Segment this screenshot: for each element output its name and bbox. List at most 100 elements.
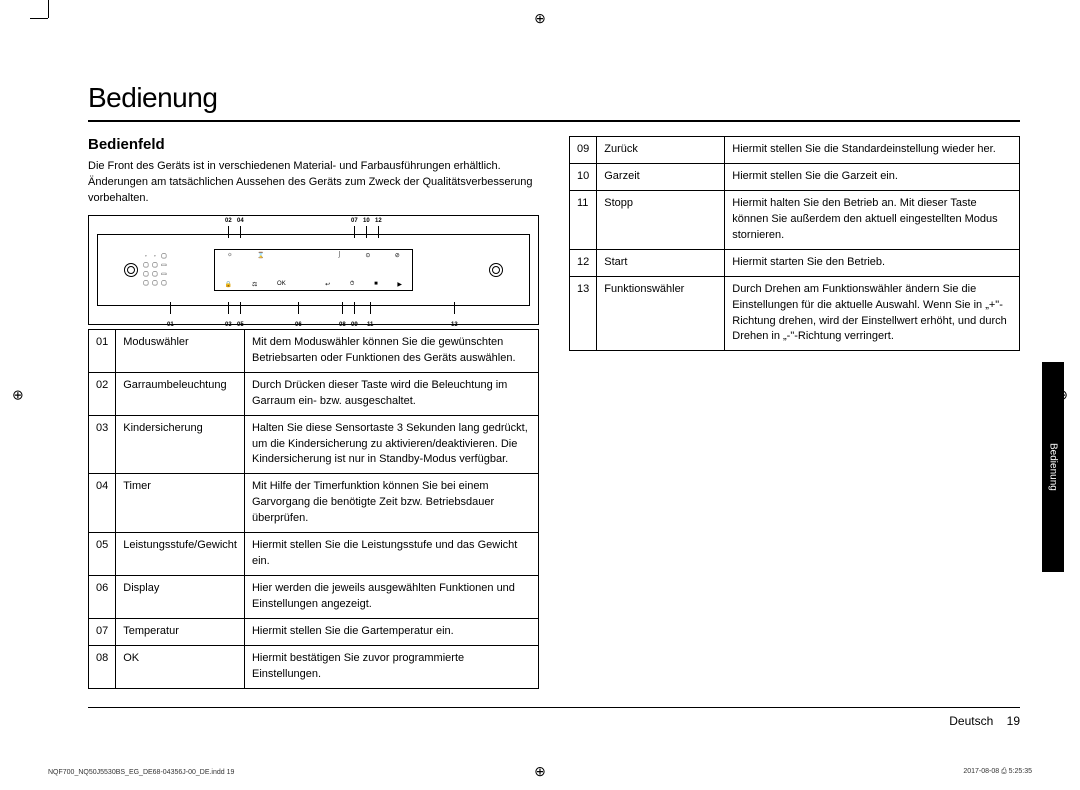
mode-icon: ▢ [142, 279, 150, 287]
item-description: Hiermit stellen Sie die Leistungsstufe u… [244, 533, 538, 576]
callout-number: 12 [375, 218, 382, 224]
intro-text: Die Front des Geräts ist in verschiedene… [88, 159, 539, 207]
leader-line [170, 302, 171, 314]
item-number: 13 [570, 276, 597, 351]
registration-mark: ⊕ [12, 387, 24, 404]
item-description: Hiermit halten Sie den Betrieb an. Mit d… [725, 190, 1020, 249]
footer-rule [88, 707, 1020, 708]
display-icon: ⌛ [257, 252, 264, 259]
display-icon: ⊘ [395, 252, 400, 259]
display-icon: ↩ [325, 281, 330, 288]
display-icon: 🔒 [225, 281, 232, 288]
item-description: Hier werden die jeweils ausgewählten Fun… [244, 576, 538, 619]
mode-icon: ▢ [142, 270, 150, 278]
title-rule [88, 120, 1020, 122]
callout-number: 04 [237, 218, 244, 224]
section-heading: Bedienfeld [88, 136, 539, 153]
panel-outline: ◦◦▢▢▢▭▢▢▭▢▢▢ ☼⌛⌡⊙⊘ 🔒⚖OK↩⏱■▶ [97, 234, 530, 306]
item-number: 12 [570, 249, 597, 276]
mode-icon: ▭ [160, 270, 168, 278]
description-table-left: 01ModuswählerMit dem Moduswähler können … [88, 329, 539, 689]
item-name: Zurück [597, 137, 725, 164]
callout-number: 02 [225, 218, 232, 224]
mode-icon: ▢ [160, 252, 168, 260]
print-meta-right: 2017-08-08 ⎙ 5:25:35 [963, 768, 1032, 776]
page-footer: Deutsch 19 [949, 714, 1020, 728]
item-description: Hiermit starten Sie den Betrieb. [725, 249, 1020, 276]
table-row: 13FunktionswählerDurch Drehen am Funktio… [570, 276, 1020, 351]
table-row: 05Leistungsstufe/GewichtHiermit stellen … [89, 533, 539, 576]
leader-line [240, 302, 241, 314]
leader-line [370, 302, 371, 314]
registration-mark: ⊕ [534, 10, 546, 27]
item-number: 01 [89, 329, 116, 372]
display-icon: ⊙ [365, 252, 370, 259]
side-tab: Bedienung [1042, 362, 1064, 572]
table-row: 03KindersicherungHalten Sie diese Sensor… [89, 415, 539, 474]
display-icon: ■ [374, 281, 378, 288]
mode-icon: ▢ [160, 279, 168, 287]
item-description: Hiermit stellen Sie die Gartemperatur ei… [244, 618, 538, 645]
mode-icon: ◦ [151, 252, 159, 260]
leader-line [354, 302, 355, 314]
display-icon: ⌡ [337, 252, 341, 259]
item-name: Funktionswähler [597, 276, 725, 351]
table-row: 07TemperaturHiermit stellen Sie die Gart… [89, 618, 539, 645]
item-name: Kindersicherung [116, 415, 245, 474]
item-number: 03 [89, 415, 116, 474]
item-number: 07 [89, 618, 116, 645]
callout-number: 03 [225, 322, 232, 328]
callout-number: 13 [451, 322, 458, 328]
table-row: 09ZurückHiermit stellen Sie die Standard… [570, 137, 1020, 164]
item-name: Timer [116, 474, 245, 533]
item-number: 04 [89, 474, 116, 533]
leader-line [454, 302, 455, 314]
display-icon: ⚖ [252, 281, 257, 288]
callout-number: 07 [351, 218, 358, 224]
callout-number: 08 [339, 322, 346, 328]
callout-number: 06 [295, 322, 302, 328]
leader-line [378, 226, 379, 238]
item-name: Garzeit [597, 163, 725, 190]
callout-number: 10 [363, 218, 370, 224]
side-tab-label: Bedienung [1048, 443, 1059, 491]
leader-line [298, 302, 299, 314]
footer-language: Deutsch [949, 714, 993, 728]
mode-icon: ▭ [160, 261, 168, 269]
table-row: 01ModuswählerMit dem Moduswähler können … [89, 329, 539, 372]
leader-line [354, 226, 355, 238]
mode-icon: ▢ [151, 279, 159, 287]
callout-number: 11 [367, 322, 373, 328]
mode-icon: ▢ [151, 270, 159, 278]
control-panel-diagram: 0204071012 ◦◦▢▢▢▭▢▢▭▢▢▢ ☼⌛⌡⊙⊘ 🔒⚖OK↩⏱■▶ 0… [88, 215, 539, 325]
mode-icon: ▢ [151, 261, 159, 269]
item-description: Mit dem Moduswähler können Sie die gewün… [244, 329, 538, 372]
page-title: Bedienung [88, 82, 1020, 114]
table-row: 10GarzeitHiermit stellen Sie die Garzeit… [570, 163, 1020, 190]
callout-number: 09 [351, 322, 358, 328]
table-row: 06DisplayHier werden die jeweils ausgewä… [89, 576, 539, 619]
item-number: 09 [570, 137, 597, 164]
leader-line [228, 226, 229, 238]
display-icon: ☼ [227, 252, 233, 259]
display-icon: OK [277, 281, 286, 288]
mode-icon: ▢ [142, 261, 150, 269]
item-name: Display [116, 576, 245, 619]
function-dial-icon [489, 263, 503, 277]
item-number: 10 [570, 163, 597, 190]
item-name: Moduswähler [116, 329, 245, 372]
registration-mark: ⊕ [534, 763, 546, 780]
item-name: Start [597, 249, 725, 276]
table-row: 02GarraumbeleuchtungDurch Drücken dieser… [89, 372, 539, 415]
table-row: 08OKHiermit bestätigen Sie zuvor program… [89, 645, 539, 688]
item-name: Stopp [597, 190, 725, 249]
item-number: 11 [570, 190, 597, 249]
callout-number: 05 [237, 322, 244, 328]
leader-line [342, 302, 343, 314]
item-description: Halten Sie diese Sensortaste 3 Sekunden … [244, 415, 538, 474]
item-number: 08 [89, 645, 116, 688]
display-outline: ☼⌛⌡⊙⊘ 🔒⚖OK↩⏱■▶ [214, 249, 413, 291]
table-row: 12StartHiermit starten Sie den Betrieb. [570, 249, 1020, 276]
item-name: Garraumbeleuchtung [116, 372, 245, 415]
item-number: 06 [89, 576, 116, 619]
